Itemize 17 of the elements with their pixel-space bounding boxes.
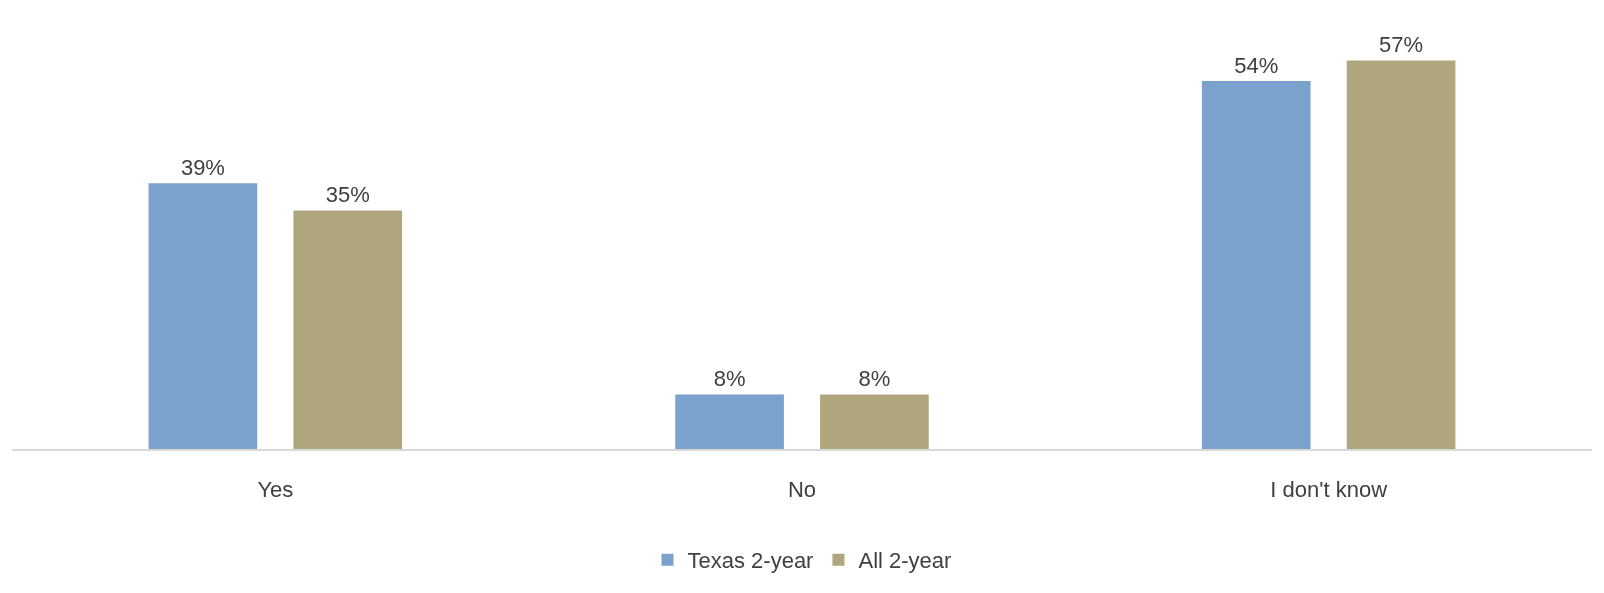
bar — [1201, 80, 1311, 449]
legend-label: Texas 2-year — [687, 548, 814, 574]
bar — [675, 394, 784, 449]
bar — [148, 183, 258, 449]
data-label: 8% — [713, 366, 746, 392]
data-label: 39% — [180, 155, 225, 181]
data-label: 35% — [325, 182, 370, 208]
data-label: 8% — [858, 366, 891, 392]
bar — [1346, 60, 1456, 449]
legend-label: All 2-year — [858, 548, 952, 574]
data-label: 57% — [1379, 32, 1424, 58]
data-label: 54% — [1234, 52, 1279, 78]
bar — [820, 394, 929, 449]
x-tick-label: Yes — [257, 477, 294, 503]
x-tick-label: I don't know — [1270, 477, 1388, 503]
x-tick-label: No — [787, 477, 817, 503]
bar — [293, 210, 403, 449]
